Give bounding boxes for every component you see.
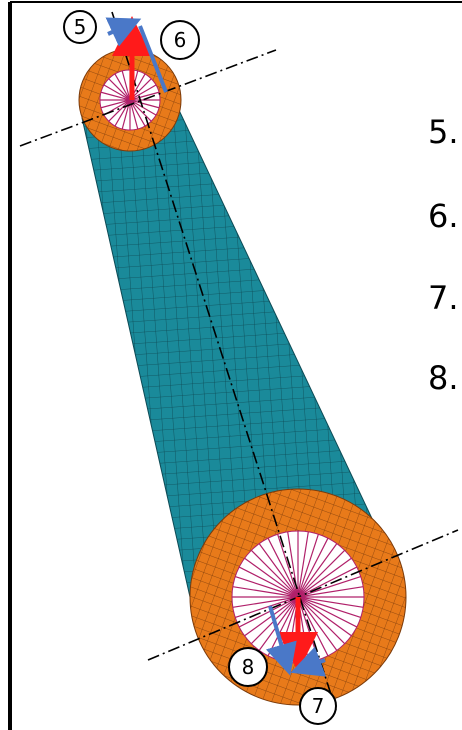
list-item: 7.	[428, 279, 459, 317]
list-item: 8.	[428, 359, 459, 397]
figure: 5 6 7 8 5. 6. 7. 8.	[0, 0, 462, 730]
circled-label: 7	[312, 694, 325, 718]
list-item: 6.	[428, 197, 459, 235]
page: 5 6 7 8 5. 6. 7. 8. (() => { const data …	[0, 0, 462, 730]
list-item: 5.	[428, 113, 459, 151]
circled-label: 5	[74, 15, 87, 39]
circled-label: 8	[242, 655, 255, 679]
circled-label: 6	[174, 28, 187, 52]
